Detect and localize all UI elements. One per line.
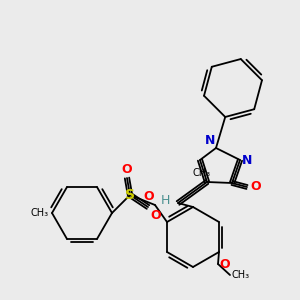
Text: O: O bbox=[143, 190, 154, 203]
Text: CH₃: CH₃ bbox=[232, 270, 250, 280]
Text: H: H bbox=[160, 194, 170, 208]
Text: CH₃: CH₃ bbox=[193, 168, 211, 178]
Text: N: N bbox=[205, 134, 215, 147]
Text: O: O bbox=[250, 179, 261, 193]
Text: S: S bbox=[125, 188, 135, 202]
Text: CH₃: CH₃ bbox=[31, 208, 49, 218]
Text: O: O bbox=[150, 209, 160, 222]
Text: N: N bbox=[242, 154, 252, 166]
Text: O: O bbox=[219, 257, 230, 271]
Text: O: O bbox=[122, 163, 132, 176]
